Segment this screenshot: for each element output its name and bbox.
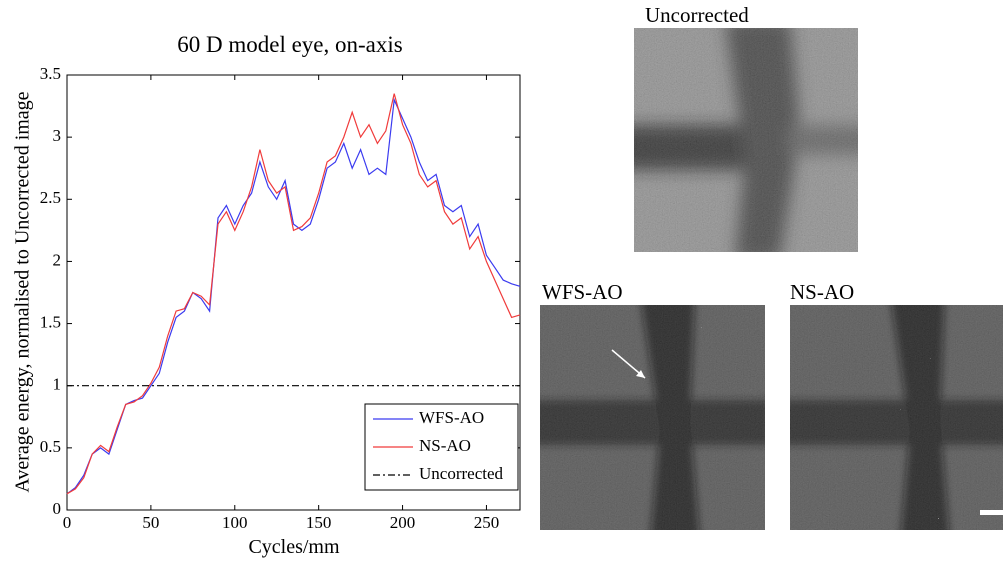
x-tick-label: 100 — [222, 513, 248, 532]
data-line — [66, 97, 521, 495]
x-tick-label: 0 — [63, 513, 72, 532]
data-line — [66, 93, 521, 495]
y-tick-label: 2 — [53, 250, 62, 269]
x-tick-label: 200 — [390, 513, 416, 532]
y-tick-label: 3.5 — [40, 64, 61, 83]
image-label: NS-AO — [790, 280, 854, 304]
y-tick-label: 1.5 — [40, 312, 61, 331]
legend-label: WFS-AO — [419, 408, 484, 427]
image-label: WFS-AO — [542, 280, 623, 304]
y-tick-label: 0 — [53, 499, 62, 518]
y-axis-label: Average energy, normalised to Uncorrecte… — [12, 91, 34, 492]
uncorrected-image — [634, 28, 858, 252]
x-tick-label: 50 — [142, 513, 159, 532]
legend-label: Uncorrected — [419, 464, 504, 483]
y-tick-label: 1 — [53, 375, 62, 394]
y-tick-label: 2.5 — [40, 188, 61, 207]
y-tick-label: 0.5 — [40, 437, 61, 456]
legend-label: NS-AO — [419, 436, 471, 455]
wfs-ao-image — [540, 305, 765, 530]
plot-frame — [66, 74, 521, 511]
x-axis-label: Cycles/mm — [248, 536, 340, 558]
x-tick-label: 250 — [474, 513, 500, 532]
image-label: Uncorrected — [645, 3, 749, 27]
legend: WFS-AO NS-AO Uncorrected — [364, 403, 519, 491]
x-tick-label: 150 — [306, 513, 332, 532]
ns-ao-image — [790, 305, 1003, 530]
y-tick-label: 3 — [53, 126, 62, 145]
chart-title: 60 D model eye, on-axis — [177, 32, 403, 57]
